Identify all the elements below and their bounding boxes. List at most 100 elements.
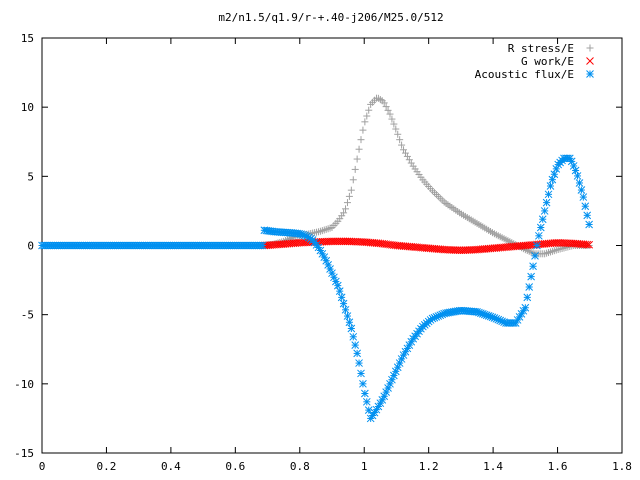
r-stress-point — [347, 186, 355, 194]
acoustic-flux-point — [362, 397, 371, 406]
acoustic-flux-point — [583, 211, 592, 220]
x-tick-label: 1.6 — [548, 460, 568, 473]
g-work-point — [341, 237, 350, 246]
r-stress-point — [550, 247, 558, 255]
r-stress-point — [438, 196, 446, 204]
acoustic-flux-point — [403, 344, 412, 353]
y-tick-label: 5 — [27, 170, 34, 183]
x-tick-label: 0.4 — [161, 460, 181, 473]
y-tick-label: -15 — [14, 447, 34, 460]
r-stress-point — [434, 192, 442, 200]
r-stress-point — [318, 227, 326, 235]
g-work-point — [337, 237, 346, 246]
acoustic-flux-point — [345, 318, 354, 327]
acoustic-flux-point — [577, 186, 586, 194]
g-work-point — [332, 237, 340, 246]
acoustic-flux-point — [353, 349, 361, 358]
r-stress-point — [353, 155, 361, 163]
acoustic-flux-point — [335, 287, 344, 296]
acoustic-flux-point — [544, 190, 553, 199]
x-tick-label: 1.4 — [483, 460, 503, 473]
r-stress-point — [324, 225, 332, 233]
r-stress-point — [386, 110, 394, 118]
acoustic-flux-point — [380, 392, 389, 401]
r-stress-point — [355, 145, 363, 153]
r-stress-point — [548, 247, 556, 255]
acoustic-flux-point — [343, 312, 352, 320]
acoustic-flux-point — [581, 202, 590, 211]
r-stress-point — [430, 189, 438, 197]
x-tick-label: 0.6 — [225, 460, 245, 473]
acoustic-flux-point — [575, 179, 584, 187]
r-stress-point — [546, 248, 554, 256]
y-tick-label: 10 — [21, 101, 34, 114]
x-tick-label: 1.2 — [419, 460, 439, 473]
acoustic-flux-point — [538, 215, 547, 224]
r-stress-point — [396, 136, 404, 144]
r-stress-point — [365, 106, 373, 114]
acoustic-flux-point — [347, 324, 356, 333]
r-stress-point — [400, 146, 408, 154]
acoustic-flux-point — [258, 241, 267, 250]
acoustic-flux-point — [525, 283, 534, 291]
r-stress-point — [398, 141, 406, 149]
x-tick-label: 0 — [39, 460, 46, 473]
acoustic-flux-point — [355, 359, 363, 367]
r-stress-point — [390, 120, 398, 128]
acoustic-flux-point — [359, 379, 367, 388]
acoustic-flux-point — [571, 166, 580, 175]
r-stress-point — [403, 152, 411, 160]
acoustic-flux-point — [548, 175, 557, 184]
x-tick-label: 1.8 — [612, 460, 632, 473]
acoustic-flux-point — [339, 299, 348, 308]
acoustic-flux-point — [341, 305, 350, 314]
r-stress-point — [357, 136, 365, 144]
r-stress-point — [405, 156, 413, 164]
r-stress-point — [314, 228, 322, 236]
acoustic-flux-point — [337, 293, 346, 302]
r-stress-point — [436, 194, 444, 202]
r-stress-point — [361, 118, 369, 126]
r-stress-point — [394, 130, 402, 138]
g-work-point — [333, 237, 342, 246]
acoustic-flux-point — [540, 207, 549, 215]
x-tick-label: 0.2 — [97, 460, 117, 473]
r-stress-point — [392, 125, 400, 133]
data-marks — [38, 94, 593, 423]
g-work-point — [326, 237, 334, 246]
r-stress-point — [342, 205, 350, 213]
acoustic-flux-point — [536, 223, 545, 232]
acoustic-flux-point — [542, 198, 551, 207]
y-tick-label: 0 — [27, 240, 34, 253]
g-work-point — [552, 238, 561, 247]
y-tick-label: -5 — [21, 309, 34, 322]
acoustic-flux-point — [552, 165, 561, 173]
acoustic-flux-point — [349, 332, 358, 341]
r-stress-point — [316, 227, 324, 235]
chart-title: m2/n1.5/q1.9/r-+.40-j206/M25.0/512 — [218, 11, 443, 24]
g-work-point — [455, 246, 464, 255]
r-stress-point — [351, 165, 359, 173]
g-work-point — [330, 237, 338, 246]
g-work-point — [335, 237, 344, 246]
r-stress-point — [376, 96, 384, 104]
r-stress-point — [320, 226, 328, 234]
r-stress-point — [380, 99, 388, 107]
g-work-point — [583, 240, 592, 249]
r-stress-point — [543, 249, 551, 257]
legend-acoustic-flux-marker — [586, 70, 594, 78]
r-stress-point — [545, 249, 553, 257]
r-stress-point — [349, 176, 357, 184]
g-work-point — [585, 240, 593, 249]
acoustic-flux-point — [573, 172, 582, 180]
acoustic-flux-point — [333, 281, 342, 290]
acoustic-flux-point — [361, 389, 369, 398]
x-tick-label: 1 — [361, 460, 368, 473]
r-stress-point — [363, 112, 371, 120]
r-stress-point — [382, 103, 390, 111]
r-stress-point — [388, 115, 396, 123]
acoustic-flux-point — [585, 220, 593, 229]
legend-g-work-marker — [586, 57, 594, 65]
